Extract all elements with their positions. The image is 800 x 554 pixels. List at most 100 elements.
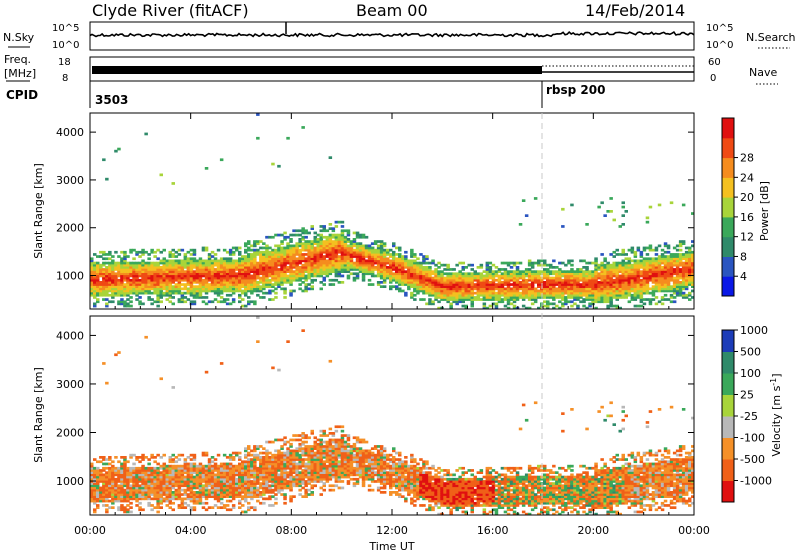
power-cell [105, 253, 109, 256]
power-cell [117, 274, 121, 278]
power-cell [603, 214, 607, 217]
power-cell [147, 272, 151, 276]
velocity-cell [153, 469, 157, 472]
power-cell [286, 274, 290, 278]
power-cell [606, 298, 610, 301]
power-cell [159, 268, 163, 271]
power-cell [612, 218, 616, 222]
power-cell [313, 259, 317, 263]
power-colorbar-label: Power [dB] [758, 181, 771, 241]
power-cell [612, 278, 616, 282]
velocity-cell [189, 477, 194, 481]
power-cell [144, 287, 148, 291]
velocity-cell [247, 469, 251, 472]
power-cell [135, 263, 139, 267]
power-cell [171, 302, 175, 306]
velocity-cell [141, 466, 145, 470]
power-cell [561, 278, 565, 282]
power-cell [123, 287, 127, 291]
power-cell [401, 278, 405, 282]
power-cell [639, 272, 644, 276]
power-cell [642, 283, 647, 286]
power-cell [425, 276, 429, 280]
power-cell [159, 270, 163, 273]
velocity-cell [108, 480, 112, 483]
power-cell [591, 300, 595, 304]
power-cell [573, 278, 577, 282]
power-cell [573, 302, 577, 306]
power-cell [494, 293, 499, 297]
power-cell [419, 266, 423, 269]
power-cell [618, 306, 622, 310]
velocity-cell [228, 499, 233, 503]
power-cell [204, 283, 209, 286]
velocity-cell [231, 506, 236, 509]
power-cell [171, 253, 175, 256]
power-cell [395, 261, 399, 265]
velocity-cell [247, 480, 251, 483]
power-cell [443, 263, 447, 267]
power-cell [464, 306, 468, 310]
velocity-cell [235, 453, 239, 457]
power-cell [672, 296, 677, 299]
velocity-cell [216, 464, 221, 468]
power-cell [455, 263, 459, 267]
power-cell [666, 276, 671, 280]
power-cell [615, 293, 619, 297]
power-cell [386, 274, 390, 278]
power-cell [606, 287, 610, 291]
power-cell [346, 240, 351, 243]
power-cell [286, 257, 290, 261]
power-cell [159, 250, 163, 254]
power-cell [198, 293, 203, 297]
power-cell [114, 293, 118, 297]
power-cell [410, 266, 414, 269]
power-cell [672, 268, 677, 271]
velocity-cell [135, 488, 139, 492]
power-cell [111, 272, 115, 276]
power-cell [186, 276, 191, 280]
power-cell [503, 298, 508, 301]
velocity-cell [135, 504, 139, 507]
power-cell [171, 289, 175, 293]
velocity-cell [247, 460, 251, 464]
velocity-cell [244, 453, 248, 457]
power-cell [419, 281, 423, 284]
power-cell [654, 272, 659, 276]
power-cell [464, 278, 468, 282]
power-cell [537, 285, 541, 288]
velocity-cell [105, 504, 109, 507]
power-cell [473, 278, 477, 282]
power-cell [606, 281, 610, 284]
power-cell [225, 285, 230, 288]
velocity-cell [195, 486, 200, 490]
velocity-cell [256, 340, 260, 343]
velocity-cell [141, 473, 145, 477]
power-cell [207, 257, 212, 261]
velocity-cell [111, 471, 115, 474]
velocity-cell [228, 473, 233, 477]
velocity-cell [241, 469, 245, 472]
power-cell [216, 263, 221, 267]
power-cell [376, 248, 381, 252]
power-cell [609, 270, 613, 273]
power-cell [458, 281, 462, 284]
power-cell [461, 298, 465, 301]
power-cell [367, 263, 372, 267]
power-cell [150, 263, 154, 267]
power-cell [500, 274, 505, 278]
velocity-cell [256, 499, 260, 503]
power-cell [473, 274, 477, 278]
velocity-cell [171, 497, 175, 501]
power-cell [307, 261, 311, 265]
velocity-cell [238, 477, 242, 481]
velocity-cell [250, 462, 254, 466]
power-cell [168, 253, 172, 256]
velocity-cell [90, 462, 94, 466]
velocity-cell [93, 482, 97, 485]
velocity-cell [108, 456, 112, 459]
power-cell [386, 270, 390, 273]
power-cell [316, 274, 320, 278]
velocity-cell [228, 480, 233, 483]
velocity-cell [123, 491, 127, 494]
